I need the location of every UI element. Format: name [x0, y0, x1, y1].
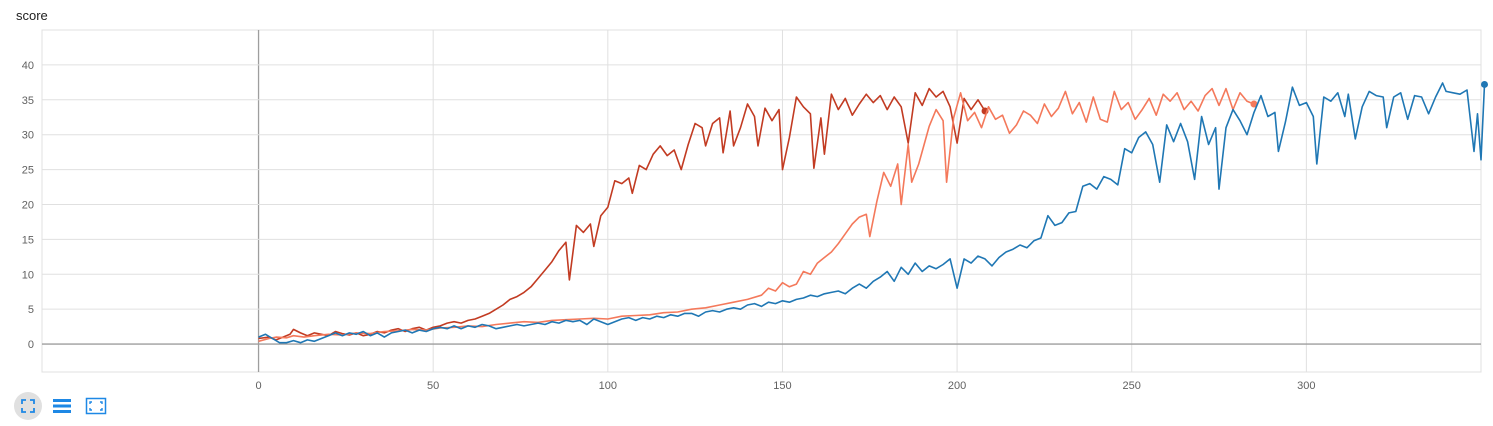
axis-ticks: 0 50 100 150 200 250 300 0 5 10 15 20 25 30 35 40	[22, 60, 1316, 390]
y-tick-label: 15	[22, 234, 34, 246]
series-lines	[258, 80, 1488, 344]
y-tick-label: 20	[22, 199, 34, 211]
fit-domain-icon	[21, 399, 35, 413]
x-tick-label: 300	[1297, 380, 1315, 390]
chart-title: score	[16, 8, 48, 23]
x-tick-label: 150	[773, 380, 791, 390]
series-end-point-3[interactable]	[1480, 80, 1488, 88]
x-tick-label: 250	[1123, 380, 1141, 390]
x-tick-label: 50	[427, 380, 439, 390]
line-chart[interactable]: 0 50 100 150 200 250 300 0 5 10 15 20 25 30 35 40	[0, 0, 1493, 390]
y-tick-label: 30	[22, 130, 34, 142]
x-tick-label: 0	[255, 380, 261, 390]
plot-frame	[41, 29, 1482, 373]
chart-toolbar	[14, 392, 110, 420]
data-table-icon	[53, 399, 71, 413]
series-line-3[interactable]	[258, 82, 1486, 344]
y-tick-label: 5	[28, 304, 34, 316]
y-tick-label: 0	[28, 339, 34, 351]
series-line-1[interactable]	[258, 87, 986, 341]
y-tick-label: 40	[22, 60, 34, 72]
y-tick-label: 10	[22, 269, 34, 281]
grid-lines	[41, 29, 1482, 373]
y-tick-label: 25	[22, 165, 34, 177]
x-tick-label: 100	[599, 380, 617, 390]
y-tick-label: 35	[22, 95, 34, 107]
x-tick-label: 200	[948, 380, 966, 390]
series-end-point-2[interactable]	[1250, 100, 1258, 108]
data-table-button[interactable]	[48, 392, 76, 420]
fit-domain-button[interactable]	[14, 392, 42, 420]
toggle-y-axis-log-button[interactable]	[82, 392, 110, 420]
toggle-y-axis-log-icon	[85, 397, 107, 415]
